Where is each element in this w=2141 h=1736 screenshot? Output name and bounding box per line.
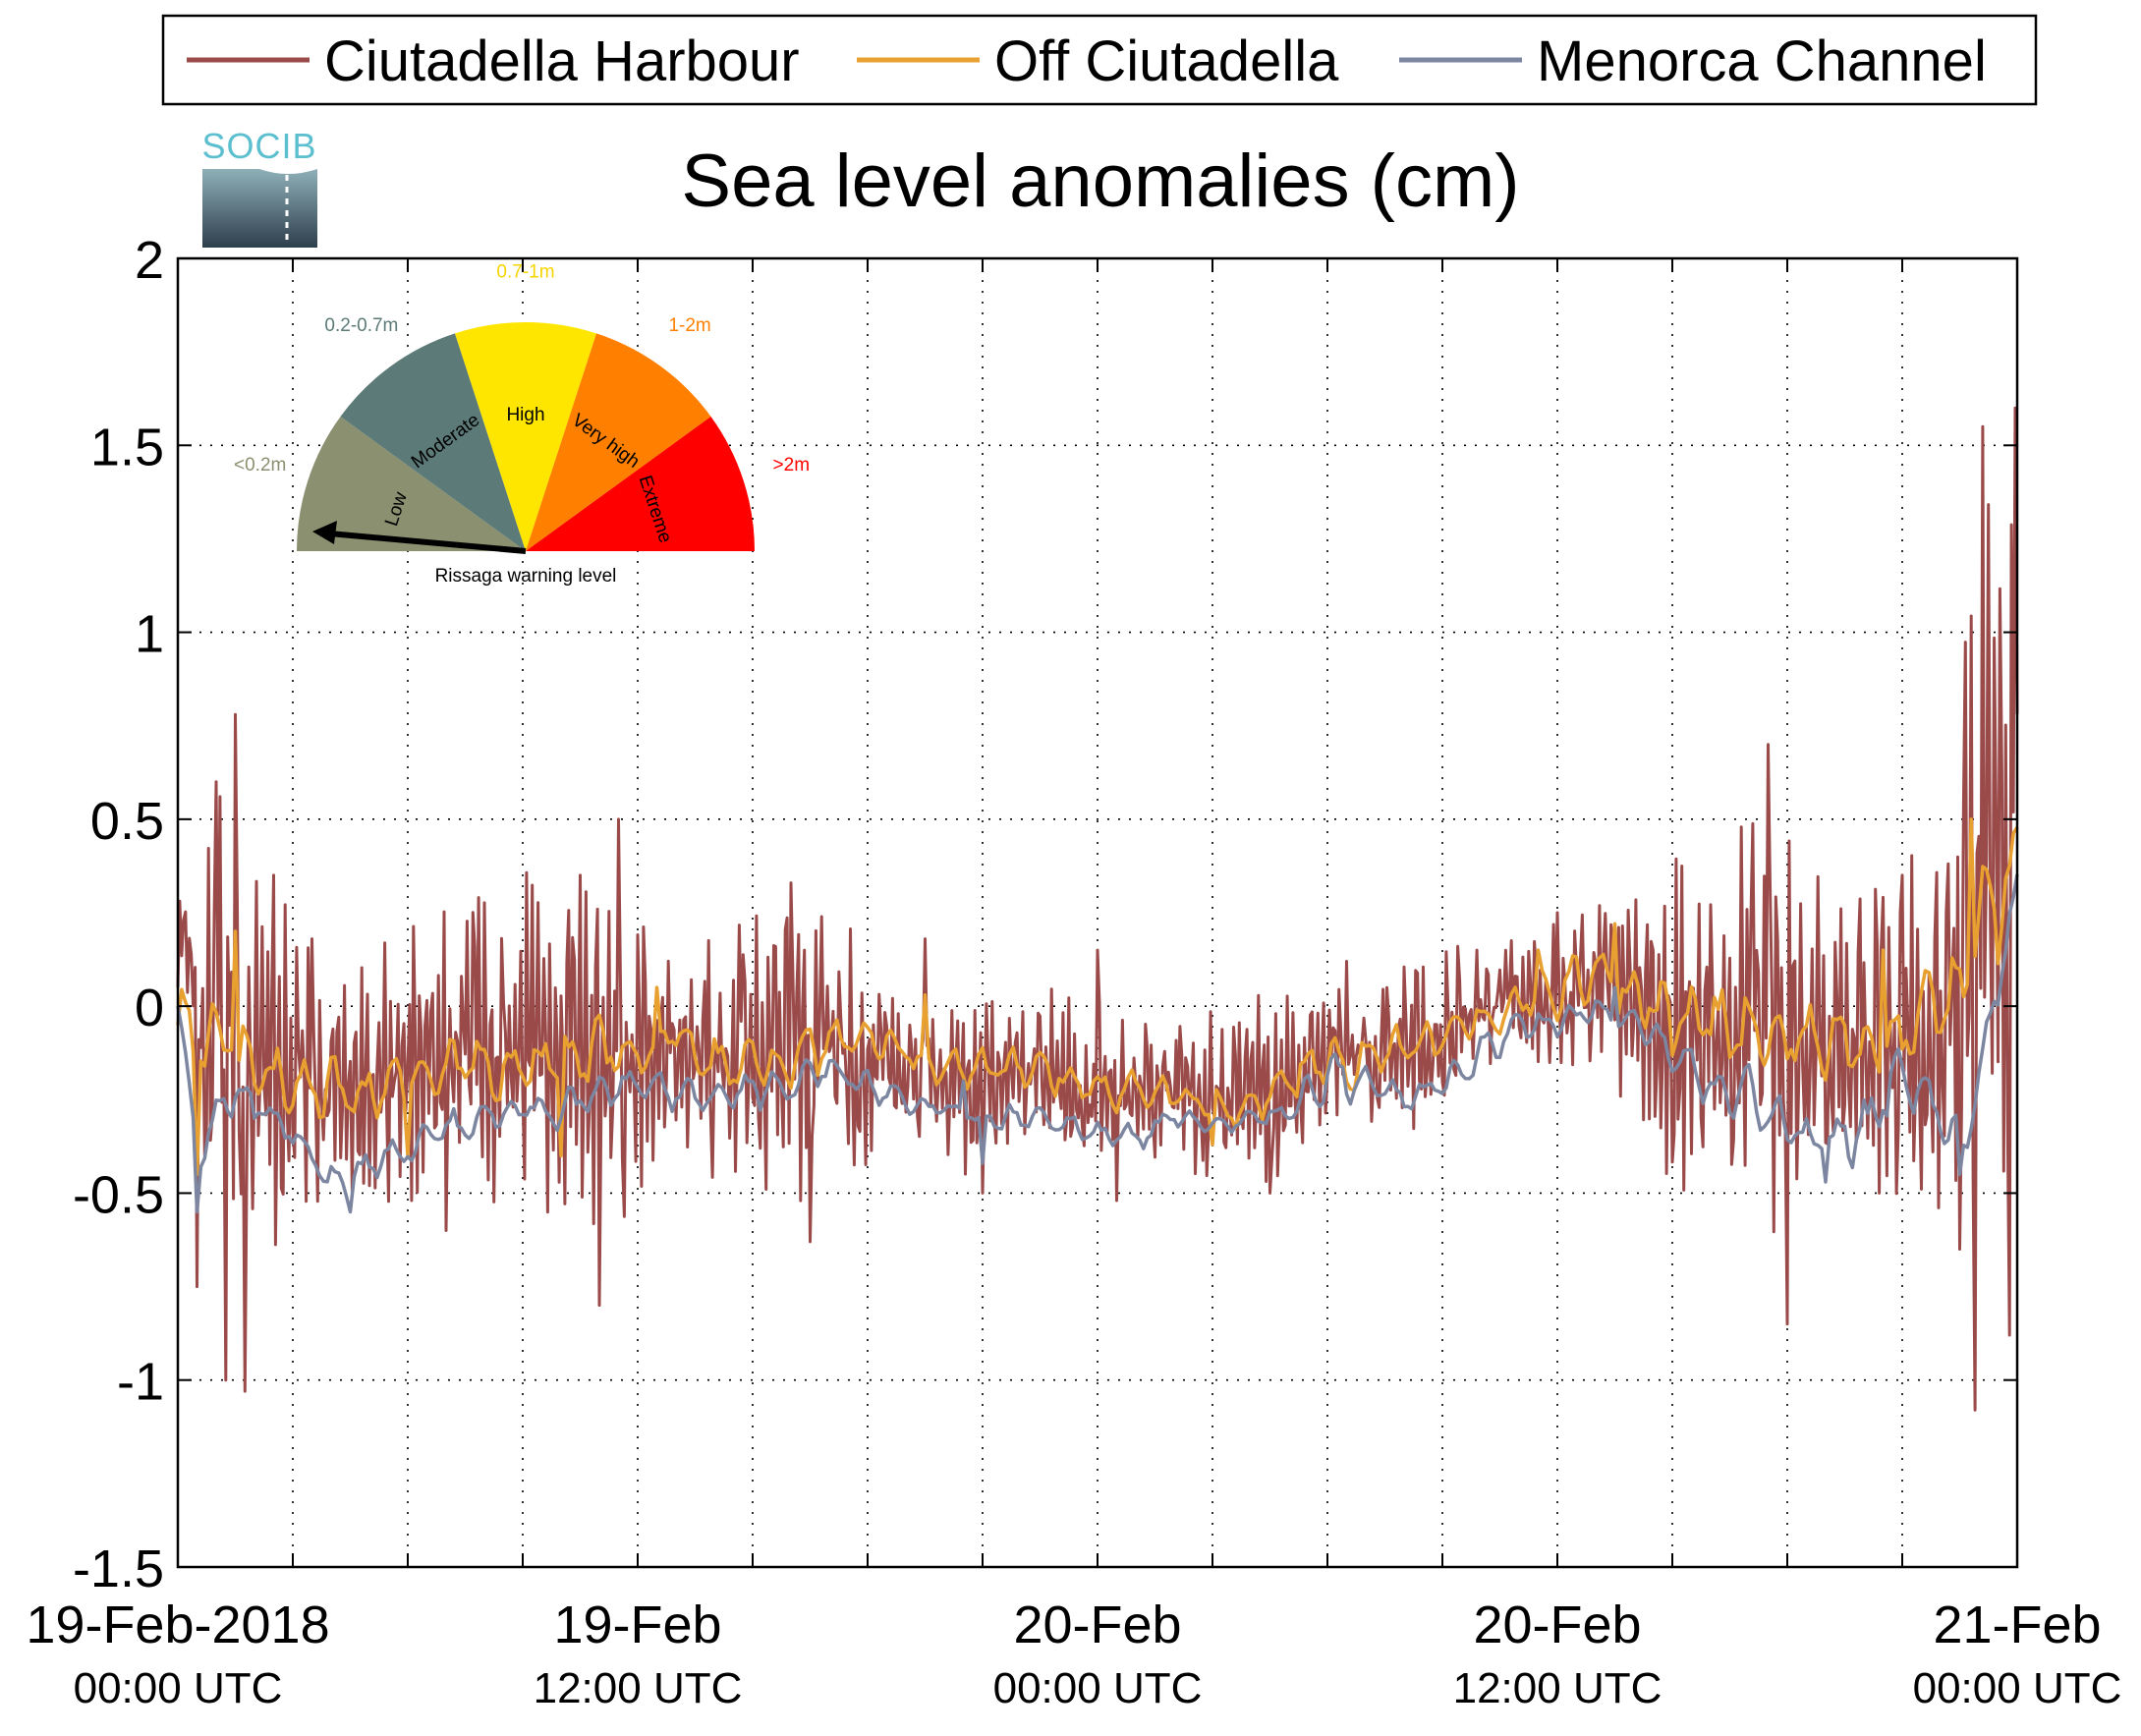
gauge-range-moderate: 0.2-0.7m xyxy=(324,315,398,336)
x-tick-label-time: 00:00 UTC xyxy=(993,1664,1203,1712)
legend: Ciutadella Harbour Off Ciutadella Menorc… xyxy=(161,14,2038,106)
x-tick-label-date: 21-Feb xyxy=(1933,1596,2101,1654)
gauge-range-low: <0.2m xyxy=(234,455,286,476)
y-tick-label: -1 xyxy=(117,1353,164,1412)
legend-label-menorca-channel: Menorca Channel xyxy=(1537,29,1987,93)
gauge-segment-moderate xyxy=(340,333,526,551)
x-tick-label-time: 12:00 UTC xyxy=(1453,1664,1662,1712)
x-tick-label-date: 19-Feb-2018 xyxy=(26,1596,329,1654)
gauge-segment-high xyxy=(455,321,596,551)
gauge-range-very-high: 1-2m xyxy=(668,315,710,336)
x-tick-label-time: 00:00 UTC xyxy=(74,1664,283,1712)
x-tick-label-time: 00:00 UTC xyxy=(1913,1664,2122,1712)
gauge-segment-very-high xyxy=(526,333,711,551)
gauge-caption: Rissaga warning level xyxy=(435,566,617,587)
y-tick-label: 0.5 xyxy=(90,792,164,851)
legend-box xyxy=(161,14,2038,106)
gauge-segment-low xyxy=(297,417,526,551)
series-line-menorca-channel xyxy=(176,873,2019,1214)
series-line-ciutadella-harbour xyxy=(176,406,2019,1412)
gauge-range-extreme: >2m xyxy=(773,455,811,476)
y-tick-label: 1.5 xyxy=(90,418,164,476)
gauge-range-high: 0.7-1m xyxy=(496,262,554,283)
series-lines xyxy=(176,406,2019,1412)
x-tick-label-date: 20-Feb xyxy=(1473,1596,1641,1654)
series-line-off-ciutadella xyxy=(176,817,2019,1177)
y-tick-label: 0 xyxy=(135,979,164,1037)
y-tick-label: 1 xyxy=(135,605,164,664)
gauge-needle xyxy=(328,531,527,554)
logo-wave-crest xyxy=(202,164,317,174)
legend-label-off-ciutadella: Off Ciutadella xyxy=(994,29,1339,93)
x-tick-label-date: 19-Feb xyxy=(553,1596,721,1654)
gauge-segment-extreme xyxy=(526,417,756,551)
x-tick-label-date: 20-Feb xyxy=(1013,1596,1181,1654)
gauge-level-high: High xyxy=(506,405,544,425)
y-tick-label: -0.5 xyxy=(73,1165,164,1224)
y-tick-label: -1.5 xyxy=(73,1540,164,1598)
legend-label-ciutadella-harbour: Ciutadella Harbour xyxy=(324,29,800,93)
rissaga-gauge: Low Moderate High Very high Extreme <0.2… xyxy=(234,262,810,587)
y-tick-label: 2 xyxy=(135,231,164,290)
socib-logo: SOCIB xyxy=(201,126,317,248)
logo-text: SOCIB xyxy=(201,126,316,166)
gauge-needle-arrowhead xyxy=(312,521,337,544)
axis-ticks: -1.5 -1 -0.5 0 0.5 1 1.5 2 19-Feb-2018 00:00 UTC 1… xyxy=(26,231,2121,1712)
logo-wave-block xyxy=(202,169,317,248)
x-tick-label-time: 12:00 UTC xyxy=(534,1664,743,1712)
chart-title: Sea level anomalies (cm) xyxy=(681,140,1519,223)
